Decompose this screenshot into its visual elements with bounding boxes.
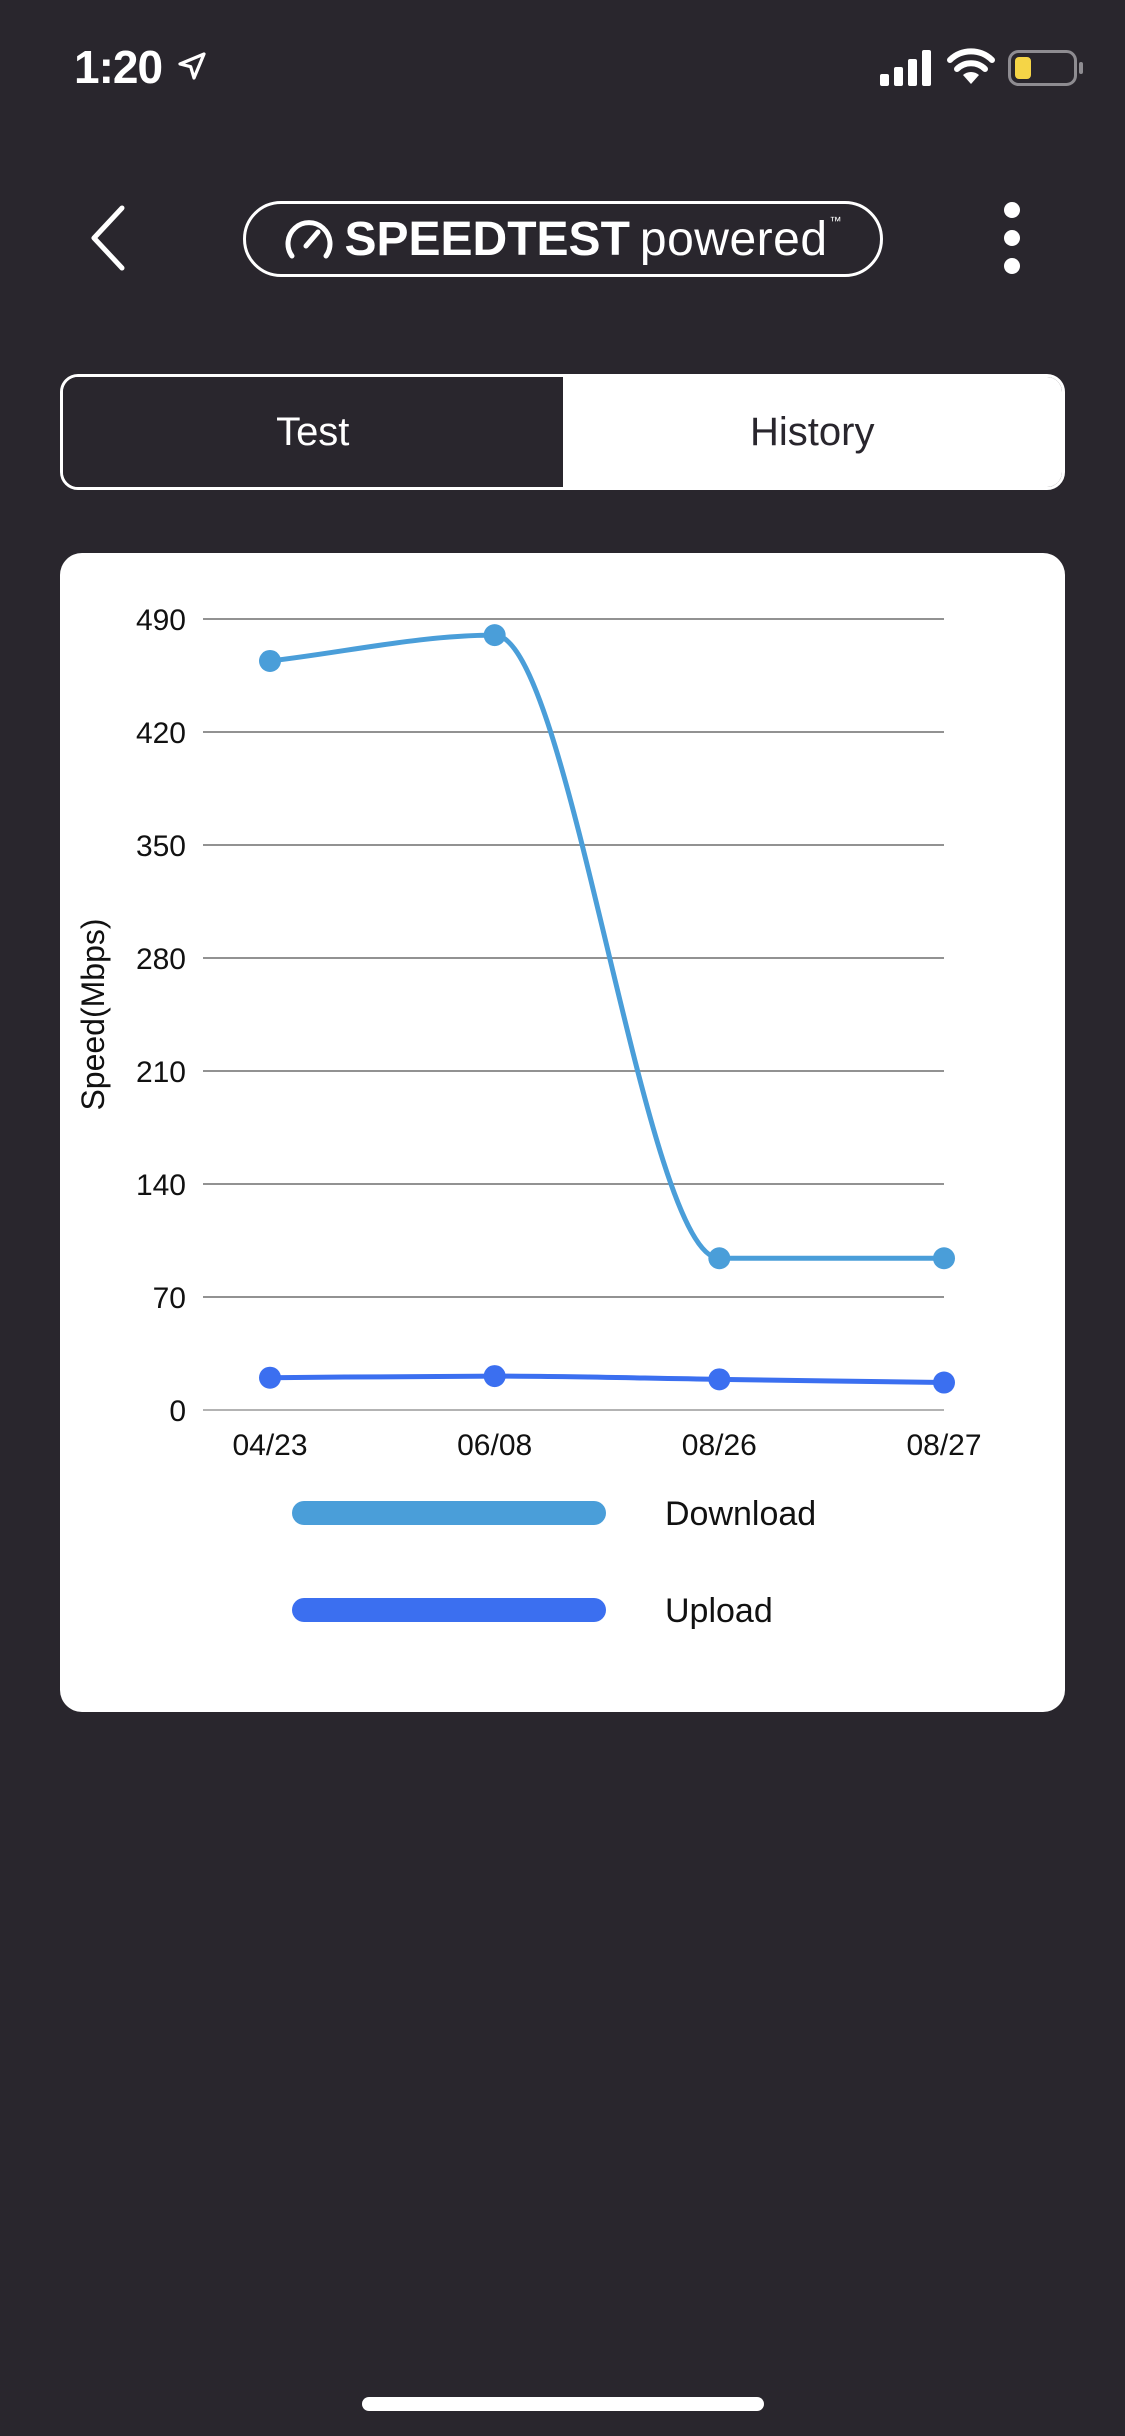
y-tick-label: 280 [136,943,186,976]
x-tick-label: 08/26 [682,1429,757,1462]
home-indicator[interactable] [362,2397,764,2411]
y-tick-label: 420 [136,717,186,750]
y-axis-label: Speed(Mbps) [75,918,111,1110]
upload-legend-label: Upload [665,1592,773,1630]
y-tick-label: 140 [136,1169,186,1202]
download-series-line [267,632,947,1261]
wifi-icon [947,48,995,84]
upload-data-point [708,1368,731,1391]
upload-data-point [483,1365,506,1388]
status-time: 1:20 [74,41,163,93]
download-legend-label: Download [665,1495,816,1533]
x-tick-label: 04/23 [232,1429,307,1462]
tab-history[interactable]: History [562,377,1062,487]
x-tick-label: 08/27 [906,1429,981,1462]
download-data-point [483,624,506,647]
speed-history-chart: 0 70 140 210 280 350 420 490 Speed(Mbps) 04/23 06/… [75,604,982,1630]
test-history-segmented-control: Test History [60,374,1065,490]
y-tick-label: 490 [136,604,186,637]
battery-low-icon [1008,50,1083,86]
download-data-point [259,649,281,672]
speedtest-logo: SPEEDTEST powered ™ [243,201,883,277]
speed-history-chart-card: 0 70 140 210 280 350 420 490 Speed(Mbps) 04/23 06/… [60,553,1065,1712]
back-button[interactable] [80,198,140,278]
x-tick-label: 06/08 [457,1429,532,1462]
trademark-mark: ™ [829,214,842,228]
tab-test[interactable]: Test [63,377,563,487]
location-arrow-icon [178,52,206,80]
y-tick-label: 350 [136,830,186,863]
y-tick-label: 210 [136,1056,186,1089]
upload-series-line [267,1373,947,1386]
logo-suffix-text: powered [639,212,828,266]
download-data-point [933,1247,955,1270]
gauge-icon [286,220,333,259]
y-tick-label: 0 [169,1395,186,1428]
download-data-point [708,1247,731,1270]
logo-brand-text: SPEEDTEST [344,212,630,266]
cellular-signal-icon [880,50,931,86]
upload-data-point [259,1366,281,1389]
y-tick-label: 70 [153,1282,186,1315]
more-vertical-icon[interactable] [992,200,1032,276]
upload-data-point [933,1371,955,1394]
